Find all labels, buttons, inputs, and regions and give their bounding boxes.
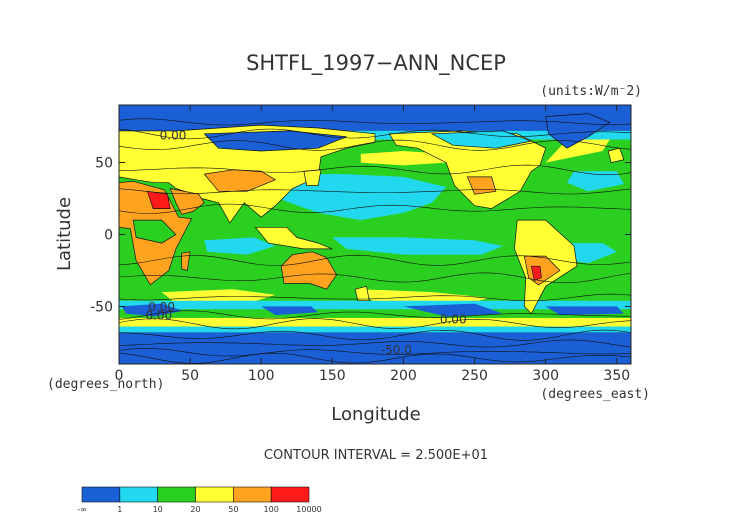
labrador-sea-yellow bbox=[545, 139, 610, 163]
colorbar-tick-label: 50 bbox=[228, 505, 238, 514]
colorbar-bin bbox=[233, 486, 272, 503]
southern-yellow-band bbox=[119, 317, 631, 327]
colorbar-tick-label: 10000 bbox=[296, 505, 321, 514]
andes-hot bbox=[530, 265, 542, 281]
southern-blue-patch-3 bbox=[403, 303, 503, 317]
x-tick-label: 250 bbox=[461, 368, 488, 384]
map-panel: 0.000.000.00 0.00-50.0 bbox=[118, 104, 632, 365]
maritime-continent bbox=[254, 226, 333, 250]
contour-label: 0.00 bbox=[160, 129, 187, 143]
colorbar-tick-label: 10 bbox=[153, 505, 163, 514]
colorbar-bin bbox=[81, 486, 121, 503]
colorbar-tick-label: 1 bbox=[117, 505, 122, 514]
contour-line bbox=[118, 318, 632, 330]
contour-line bbox=[118, 203, 632, 214]
british-isles bbox=[607, 147, 625, 164]
ocean-features bbox=[119, 139, 631, 317]
contour-line bbox=[118, 347, 632, 357]
siberia-cold bbox=[203, 130, 347, 152]
y-tick-label: 50 bbox=[95, 156, 113, 172]
equatorial-africa bbox=[132, 219, 177, 244]
y-axis-ticks: 50 0 -50 bbox=[90, 156, 631, 315]
y-axis-title: Latitude bbox=[54, 197, 75, 271]
colorbar-bin bbox=[157, 486, 196, 503]
contour-line bbox=[118, 139, 632, 151]
contour-line bbox=[118, 310, 632, 320]
x-unit-label: (degrees_east) bbox=[540, 387, 650, 402]
units-label: (units:W/m⁻2) bbox=[540, 84, 642, 99]
arabia-land bbox=[169, 188, 205, 215]
contour-line bbox=[118, 293, 632, 302]
contour-line bbox=[118, 118, 632, 126]
contour-line bbox=[118, 128, 632, 140]
contour-line bbox=[118, 188, 632, 195]
colorbar-bin bbox=[119, 486, 158, 503]
north-america-land bbox=[388, 130, 547, 209]
japan bbox=[303, 169, 322, 186]
contour-label: 0.00 bbox=[145, 308, 172, 322]
equatorial-pacific-cyan bbox=[332, 237, 503, 255]
colorbar-tick-label: 20 bbox=[190, 505, 200, 514]
south-america-interior bbox=[523, 255, 561, 286]
southern-cyan-band bbox=[119, 326, 631, 333]
contour-interval: CONTOUR INTERVAL = 2.500E+01 bbox=[264, 448, 488, 463]
colorbar-tick-label: 100 bbox=[264, 505, 279, 514]
contour-line bbox=[118, 254, 632, 266]
contour-line bbox=[118, 329, 632, 341]
contour-label: 0.00 bbox=[440, 313, 467, 327]
gulf-of-alaska-yellow bbox=[360, 151, 447, 166]
x-tick-label: 200 bbox=[390, 368, 417, 384]
y-tick-label: 0 bbox=[104, 228, 113, 244]
contour-lines bbox=[118, 118, 632, 364]
y-unit-label: (degrees_north) bbox=[47, 377, 164, 392]
new-zealand bbox=[354, 285, 370, 302]
x-tick-label: 350 bbox=[603, 368, 630, 384]
madagascar bbox=[181, 251, 191, 271]
southern-ocean-cyan bbox=[119, 300, 631, 310]
y-tick-label: -50 bbox=[90, 299, 113, 315]
x-tick-label: 300 bbox=[532, 368, 559, 384]
contour-line bbox=[118, 339, 632, 348]
x-tick-label: 150 bbox=[319, 368, 346, 384]
contour-line bbox=[118, 272, 632, 284]
indian-ocean-cyan bbox=[204, 237, 276, 255]
contour-label: -50.0 bbox=[381, 343, 412, 357]
south-indian-yellow bbox=[161, 289, 276, 304]
x-tick-label: 50 bbox=[181, 368, 199, 384]
contour-labels: 0.000.000.00 0.00-50.0 bbox=[145, 129, 466, 357]
x-axis-title: Longitude bbox=[331, 404, 421, 425]
contour-label: 0.00 bbox=[148, 300, 175, 314]
sahara-hot bbox=[146, 190, 171, 209]
x-axis-ticks: 0 50 100 150 200 250 300 350 bbox=[115, 105, 630, 384]
colorbar-tick-label: -∞ bbox=[77, 505, 87, 514]
chart-title: SHTFL_1997−ANN_NCEP bbox=[246, 51, 506, 76]
colorbar: -∞ 1 10 20 50 100 10000 bbox=[77, 486, 322, 514]
canada-cool bbox=[430, 130, 533, 149]
contour-line bbox=[118, 164, 632, 176]
southern-blue-patch-4 bbox=[545, 306, 624, 316]
southern-blue-patch-1 bbox=[121, 303, 183, 317]
colorbar-bin bbox=[195, 486, 234, 503]
colorbar-bin bbox=[270, 486, 310, 503]
north-atlantic-cyan bbox=[567, 171, 624, 192]
x-tick-label: 0 bbox=[115, 368, 124, 384]
southern-blue-patch-2 bbox=[261, 306, 319, 316]
x-tick-label: 100 bbox=[248, 368, 275, 384]
